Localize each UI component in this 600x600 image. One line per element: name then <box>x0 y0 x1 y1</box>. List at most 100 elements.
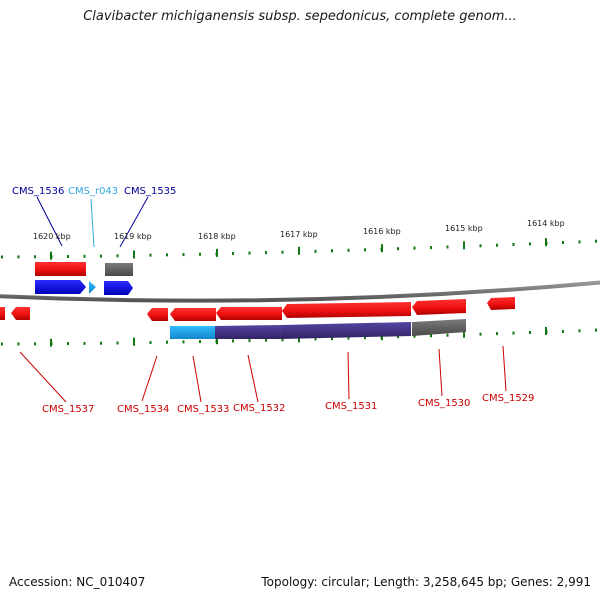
upper-minor-tick <box>281 250 284 254</box>
gene-cms-1537-arrow[interactable] <box>11 307 30 320</box>
upper-minor-tick <box>413 246 416 250</box>
label-cms-1537[interactable]: CMS_1537 <box>42 404 94 415</box>
tick-label-1614: 1614 kbp <box>527 219 565 228</box>
lower-major-tick <box>216 336 218 345</box>
gene-cms-1535-grey-block[interactable] <box>105 263 133 276</box>
lower-minor-tick <box>281 338 284 342</box>
upper-strand-features <box>35 262 133 295</box>
gene-cms-1530-grey-block[interactable] <box>412 319 466 336</box>
gene-cms-1533-cyan-block[interactable] <box>170 326 215 339</box>
upper-major-tick <box>298 246 300 255</box>
label-cms-1534[interactable]: CMS_1534 <box>117 404 169 415</box>
upper-tick-row <box>1 238 597 260</box>
lower-minor-tick <box>34 342 36 346</box>
label-cms-1531[interactable]: CMS_1531 <box>325 401 377 412</box>
lower-minor-tick <box>496 332 498 336</box>
gene-labels: CMS_1536 CMS_r043 CMS_1535 CMS_1537 CMS_… <box>12 186 534 415</box>
gene-cms-1530-arrow[interactable] <box>412 299 466 315</box>
lower-minor-tick <box>83 341 86 345</box>
lower-minor-tick <box>479 332 482 336</box>
gene-cms-r043-arrow[interactable] <box>89 281 96 294</box>
upper-minor-tick <box>479 244 482 248</box>
upper-minor-tick <box>364 248 366 252</box>
gene-cms-1531-arrow[interactable] <box>282 302 411 318</box>
gene-cms-1537-partial-block[interactable] <box>0 307 5 320</box>
upper-minor-tick <box>67 255 69 258</box>
upper-minor-tick <box>116 254 119 258</box>
lower-minor-tick <box>166 340 168 344</box>
tick-label-1616: 1616 kbp <box>363 227 401 236</box>
gene-cms-1535-arrow[interactable] <box>104 281 133 295</box>
lower-minor-tick <box>265 338 267 342</box>
lower-major-tick <box>545 327 547 335</box>
gene-cms-1532-arrow[interactable] <box>216 307 282 320</box>
lower-minor-tick <box>199 340 201 344</box>
upper-minor-tick <box>578 240 581 244</box>
leader-cms-1534 <box>141 355 158 402</box>
leader-cms-1533 <box>192 355 202 403</box>
upper-minor-tick <box>430 246 432 250</box>
upper-minor-tick <box>248 251 251 255</box>
genome-backbone <box>0 280 600 303</box>
lower-major-tick <box>463 329 465 338</box>
lower-minor-tick <box>578 329 581 333</box>
label-cms-1536[interactable]: CMS_1536 <box>12 186 64 197</box>
label-cms-1532[interactable]: CMS_1532 <box>233 403 285 414</box>
lower-minor-tick <box>182 340 185 344</box>
gene-cms-1531-purple-block[interactable] <box>282 322 411 339</box>
leader-cms-1531 <box>347 351 350 400</box>
label-leader-lines <box>19 196 507 403</box>
gene-cms-1536-arrow[interactable] <box>35 280 86 294</box>
upper-minor-tick <box>595 239 597 243</box>
upper-major-tick <box>381 244 383 253</box>
upper-minor-tick <box>529 242 531 246</box>
label-cms-1529[interactable]: CMS_1529 <box>482 393 534 404</box>
upper-minor-tick <box>100 254 102 258</box>
lower-minor-tick <box>100 341 102 345</box>
upper-major-tick <box>463 241 465 250</box>
lower-strand-features <box>0 297 515 339</box>
upper-minor-tick <box>199 252 201 256</box>
upper-major-tick <box>545 238 547 247</box>
leader-cms-1536 <box>36 196 63 247</box>
lower-tick-row <box>1 327 597 347</box>
upper-major-tick <box>216 248 218 257</box>
lower-minor-tick <box>1 342 3 346</box>
upper-major-tick <box>133 250 135 259</box>
gene-cms-1532-purple-block[interactable] <box>215 325 282 339</box>
lower-minor-tick <box>116 341 119 345</box>
tick-label-1620: 1620 kbp <box>33 232 71 241</box>
lower-minor-tick <box>446 333 449 337</box>
leader-cms-1532 <box>247 354 259 403</box>
gene-cms-1529-arrow[interactable] <box>487 297 515 310</box>
label-cms-1535[interactable]: CMS_1535 <box>124 186 176 197</box>
upper-minor-tick <box>17 255 20 259</box>
gene-cms-1533-arrow[interactable] <box>170 308 216 321</box>
upper-major-tick <box>50 251 52 260</box>
leader-cms-1535 <box>119 196 149 248</box>
label-cms-r043[interactable]: CMS_r043 <box>68 186 118 197</box>
gene-cms-1536-red-block[interactable] <box>35 262 86 276</box>
upper-minor-tick <box>496 243 498 247</box>
lower-minor-tick <box>512 331 515 335</box>
lower-minor-tick <box>232 339 234 343</box>
upper-minor-tick <box>562 241 564 244</box>
upper-minor-tick <box>446 245 449 249</box>
lower-minor-tick <box>413 334 416 338</box>
leader-cms-1530 <box>438 348 443 397</box>
lower-major-tick <box>133 337 135 346</box>
label-cms-1530[interactable]: CMS_1530 <box>418 398 470 409</box>
upper-minor-tick <box>232 252 234 255</box>
tick-label-1619: 1619 kbp <box>114 232 152 241</box>
lower-minor-tick <box>248 339 251 343</box>
label-cms-1533[interactable]: CMS_1533 <box>177 404 229 415</box>
lower-minor-tick <box>430 334 432 338</box>
lower-minor-tick <box>314 337 317 341</box>
upper-minor-tick <box>265 251 267 255</box>
gene-cms-1534-arrow[interactable] <box>147 308 168 321</box>
lower-minor-tick <box>347 336 350 340</box>
lower-minor-tick <box>397 335 399 339</box>
upper-minor-tick <box>1 255 3 259</box>
lower-minor-tick <box>149 341 152 344</box>
